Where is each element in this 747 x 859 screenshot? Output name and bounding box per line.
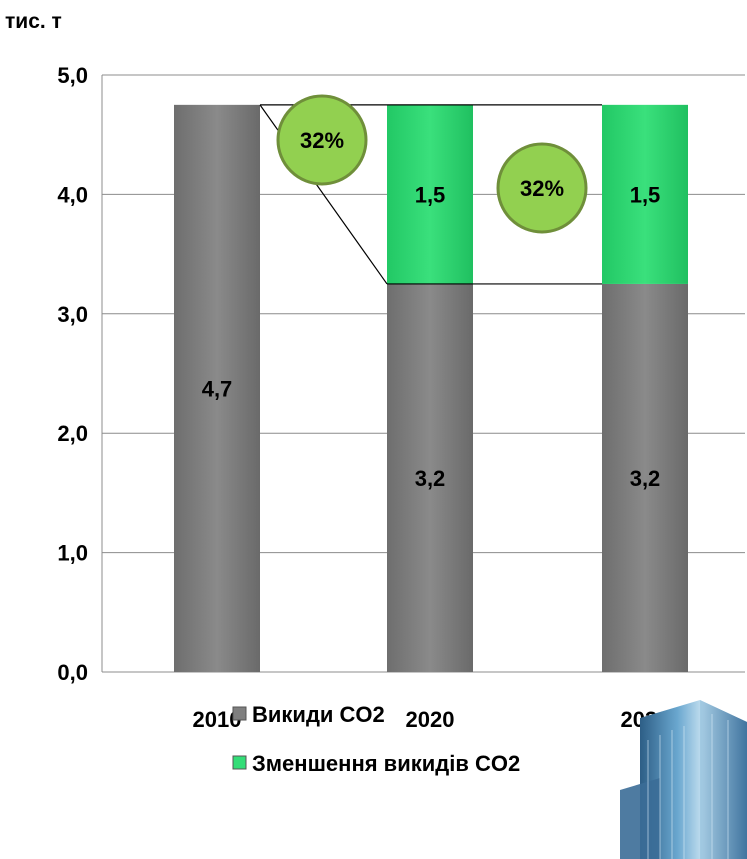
data-label: 1,5 bbox=[630, 182, 661, 207]
annotations: 32% 32% bbox=[276, 94, 588, 234]
building-image bbox=[620, 700, 747, 859]
unit-label: тис. т bbox=[5, 10, 62, 33]
annotation-label: 32% bbox=[520, 176, 564, 201]
legend-swatch bbox=[232, 755, 247, 770]
legend-label: Зменшення викидів CO2 bbox=[252, 751, 520, 776]
annotation-circle bbox=[276, 94, 368, 186]
legend-label: Викиди CO2 bbox=[252, 702, 385, 727]
y-tick-label: 5,0 bbox=[57, 63, 88, 88]
bar-reduction-2020 bbox=[387, 104, 473, 284]
legend: Викиди CO2 Зменшення викидів CO2 bbox=[232, 702, 520, 776]
y-axis-ticks: 0,0 1,0 2,0 3,0 4,0 5,0 bbox=[57, 63, 88, 685]
annotation-circle bbox=[496, 142, 588, 234]
y-tick-label: 1,0 bbox=[57, 541, 88, 566]
data-label: 4,7 bbox=[202, 376, 233, 401]
legend-swatch bbox=[232, 706, 247, 721]
y-tick-label: 2,0 bbox=[57, 421, 88, 446]
bar-labels: 4,7 3,2 1,5 3,2 1,5 bbox=[202, 182, 661, 491]
x-tick-label: 2020 bbox=[406, 707, 455, 732]
bar-emissions-2010 bbox=[174, 104, 260, 673]
bar-reduction-2030 bbox=[602, 104, 688, 284]
data-label: 3,2 bbox=[630, 466, 661, 491]
y-tick-label: 4,0 bbox=[57, 182, 88, 207]
annotation-label: 32% bbox=[300, 128, 344, 153]
y-tick-label: 3,0 bbox=[57, 302, 88, 327]
y-tick-label: 0,0 bbox=[57, 660, 88, 685]
bars bbox=[174, 104, 688, 673]
bar-emissions-2030 bbox=[602, 283, 688, 672]
data-label: 1,5 bbox=[415, 182, 446, 207]
data-label: 3,2 bbox=[415, 466, 446, 491]
bar-emissions-2020 bbox=[387, 283, 473, 672]
